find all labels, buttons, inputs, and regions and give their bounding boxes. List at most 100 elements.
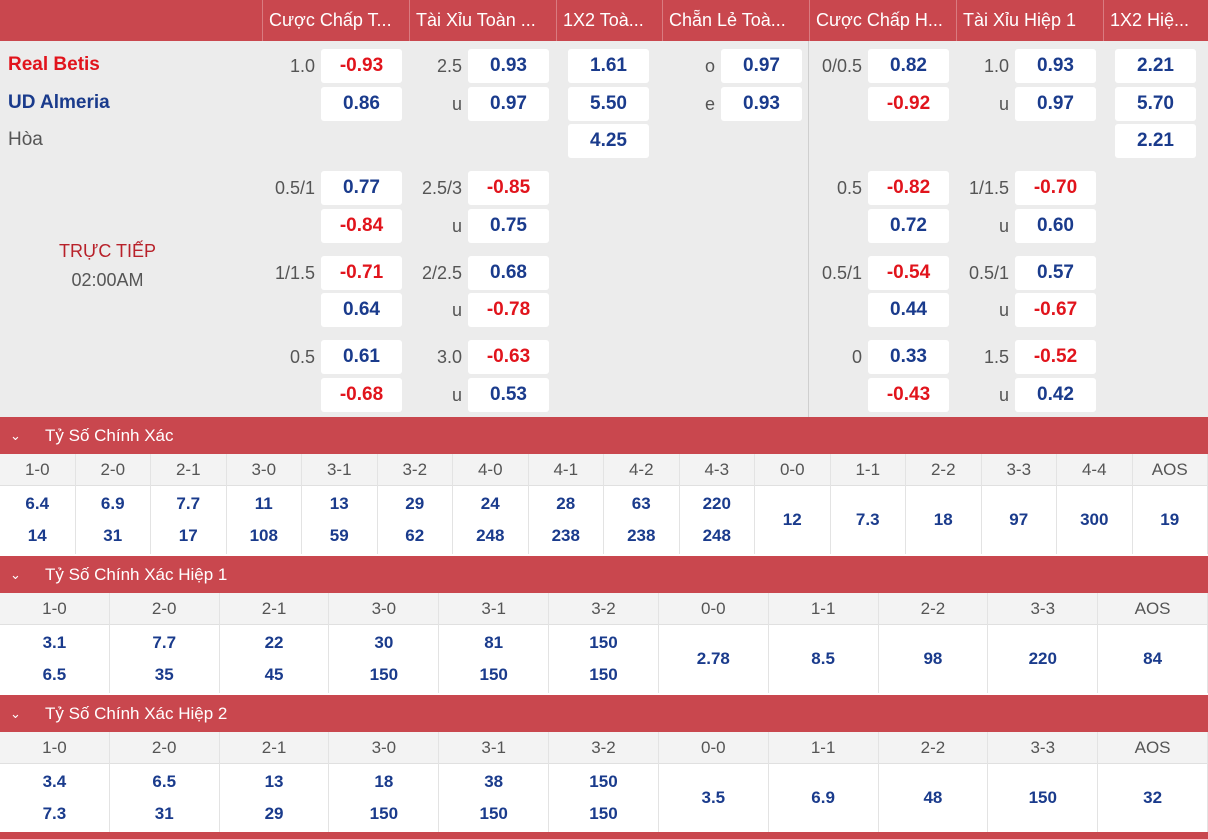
score-odds-cell[interactable]: 3.1 6.5: [0, 625, 110, 693]
home-score-odd[interactable]: 63: [631, 494, 651, 513]
away-score-odd[interactable]: 14: [27, 526, 47, 545]
home-score-odd[interactable]: 22: [264, 633, 284, 652]
score-odds-cell[interactable]: 12: [755, 486, 831, 554]
next-section-header[interactable]: [0, 832, 1208, 839]
ft-1x2-away-odd[interactable]: 5.50: [568, 87, 649, 121]
draw-score-odd[interactable]: 2.78: [696, 649, 730, 668]
score-odds-cell[interactable]: 7.7 17: [151, 486, 227, 554]
score-odds-cell[interactable]: 220 248: [680, 486, 755, 554]
score-odds-cell[interactable]: 81 150: [439, 625, 550, 693]
score-odds-cell[interactable]: 84: [1098, 625, 1208, 693]
column-h1-over-under[interactable]: Tài Xỉu Hiệp 1: [956, 0, 1103, 41]
column-ft-handicap[interactable]: Cược Chấp T...: [262, 0, 409, 41]
h1-ou-under-odd[interactable]: 0.42: [1015, 378, 1096, 412]
h1-ou-under-odd[interactable]: 0.97: [1015, 87, 1096, 121]
score-odds-cell[interactable]: 22 45: [220, 625, 330, 693]
away-score-odd[interactable]: 35: [154, 665, 174, 684]
away-score-odd[interactable]: 17: [178, 526, 198, 545]
away-score-odd[interactable]: 238: [551, 526, 580, 545]
h1-handicap-away-odd[interactable]: 0.72: [868, 209, 949, 243]
home-score-odd[interactable]: 3.4: [42, 772, 67, 791]
ft-handicap-home-odd[interactable]: 0.77: [321, 171, 402, 205]
away-score-odd[interactable]: 59: [329, 526, 349, 545]
home-score-odd[interactable]: 6.4: [25, 494, 50, 513]
score-odds-cell[interactable]: 150 150: [549, 625, 659, 693]
h1-ou-under-odd[interactable]: -0.67: [1015, 293, 1096, 327]
away-score-odd[interactable]: 248: [702, 526, 731, 545]
ft-ou-over-odd[interactable]: -0.63: [468, 340, 549, 374]
score-odds-cell[interactable]: 38 150: [439, 764, 550, 832]
home-score-odd[interactable]: 11: [254, 494, 273, 513]
even-odd[interactable]: 0.93: [721, 87, 802, 121]
away-score-odd[interactable]: 31: [154, 804, 174, 823]
home-score-odd[interactable]: 7.7: [176, 494, 201, 513]
ft-ou-over-odd[interactable]: 0.68: [468, 256, 549, 290]
score-odds-cell[interactable]: 32: [1098, 764, 1208, 832]
h1-ou-under-odd[interactable]: 0.60: [1015, 209, 1096, 243]
correct-score-section-header[interactable]: ⌄ Tỷ Số Chính Xác: [0, 417, 1208, 454]
draw-score-odd[interactable]: 48: [923, 788, 943, 807]
score-odds-cell[interactable]: 7.3: [831, 486, 906, 554]
h1-ou-over-odd[interactable]: -0.70: [1015, 171, 1096, 205]
score-odds-cell[interactable]: 7.7 35: [110, 625, 220, 693]
ft-handicap-away-odd[interactable]: 0.86: [321, 87, 402, 121]
away-score-odd[interactable]: 150: [479, 665, 508, 684]
score-odds-cell[interactable]: 3.5: [659, 764, 769, 832]
ft-handicap-home-odd[interactable]: -0.93: [321, 49, 402, 83]
home-score-odd[interactable]: 150: [589, 633, 618, 652]
ft-ou-under-odd[interactable]: 0.75: [468, 209, 549, 243]
score-odds-cell[interactable]: 150: [988, 764, 1099, 832]
ft-handicap-away-odd[interactable]: 0.64: [321, 293, 402, 327]
home-score-odd[interactable]: 220: [702, 494, 731, 513]
h1-handicap-home-odd[interactable]: -0.82: [868, 171, 949, 205]
ft-handicap-away-odd[interactable]: -0.84: [321, 209, 402, 243]
draw-score-odd[interactable]: 19: [1160, 510, 1180, 529]
h1-1x2-away-odd[interactable]: 5.70: [1115, 87, 1196, 121]
chevron-down-icon[interactable]: ⌄: [10, 428, 21, 443]
away-score-odd[interactable]: 150: [369, 665, 399, 684]
h1-1x2-draw-odd[interactable]: 2.21: [1115, 124, 1196, 158]
draw-score-odd[interactable]: 7.3: [855, 510, 880, 529]
draw-score-odd[interactable]: 18: [933, 510, 953, 529]
home-score-odd[interactable]: 7.7: [152, 633, 177, 652]
draw-score-odd[interactable]: 3.5: [701, 788, 726, 807]
ft-handicap-away-odd[interactable]: -0.68: [321, 378, 402, 412]
home-score-odd[interactable]: 13: [329, 494, 349, 513]
draw-score-odd[interactable]: 97: [1009, 510, 1029, 529]
score-odds-cell[interactable]: 97: [982, 486, 1057, 554]
column-ft-1x2[interactable]: 1X2 Toà...: [556, 0, 662, 41]
score-odds-cell[interactable]: 19: [1133, 486, 1208, 554]
column-odd-even[interactable]: Chẵn Lẻ Toà...: [662, 0, 809, 41]
away-score-odd[interactable]: 248: [476, 526, 505, 545]
away-score-odd[interactable]: 31: [103, 526, 123, 545]
score-odds-cell[interactable]: 48: [879, 764, 989, 832]
score-odds-cell[interactable]: 8.5: [769, 625, 879, 693]
score-odds-cell[interactable]: 11 108: [227, 486, 302, 554]
score-odds-cell[interactable]: 98: [879, 625, 989, 693]
score-odds-cell[interactable]: 28 238: [529, 486, 604, 554]
h1-handicap-home-odd[interactable]: 0.33: [868, 340, 949, 374]
home-score-odd[interactable]: 6.9: [100, 494, 125, 513]
score-odds-cell[interactable]: 6.5 31: [110, 764, 220, 832]
away-score-odd[interactable]: 150: [589, 804, 618, 823]
away-score-odd[interactable]: 45: [264, 665, 284, 684]
home-score-odd[interactable]: 28: [556, 494, 576, 513]
away-score-odd[interactable]: 29: [264, 804, 284, 823]
away-score-odd[interactable]: 150: [589, 665, 618, 684]
away-score-odd[interactable]: 7.3: [42, 804, 67, 823]
h1-handicap-away-odd[interactable]: -0.92: [868, 87, 949, 121]
ft-ou-over-odd[interactable]: 0.93: [468, 49, 549, 83]
chevron-down-icon[interactable]: ⌄: [10, 706, 21, 721]
draw-score-odd[interactable]: 300: [1080, 510, 1109, 529]
h1-handicap-away-odd[interactable]: -0.43: [868, 378, 949, 412]
score-odds-cell[interactable]: 18 150: [329, 764, 440, 832]
home-score-odd[interactable]: 81: [484, 633, 504, 652]
home-score-odd[interactable]: 13: [264, 772, 284, 791]
h1-ou-over-odd[interactable]: -0.52: [1015, 340, 1096, 374]
score-odds-cell[interactable]: 2.78: [659, 625, 769, 693]
home-team-name[interactable]: Real Betis: [8, 54, 100, 75]
score-odds-cell[interactable]: 13 59: [302, 486, 378, 554]
ft-ou-over-odd[interactable]: -0.85: [468, 171, 549, 205]
h1-ou-over-odd[interactable]: 0.57: [1015, 256, 1096, 290]
home-score-odd[interactable]: 29: [405, 494, 425, 513]
